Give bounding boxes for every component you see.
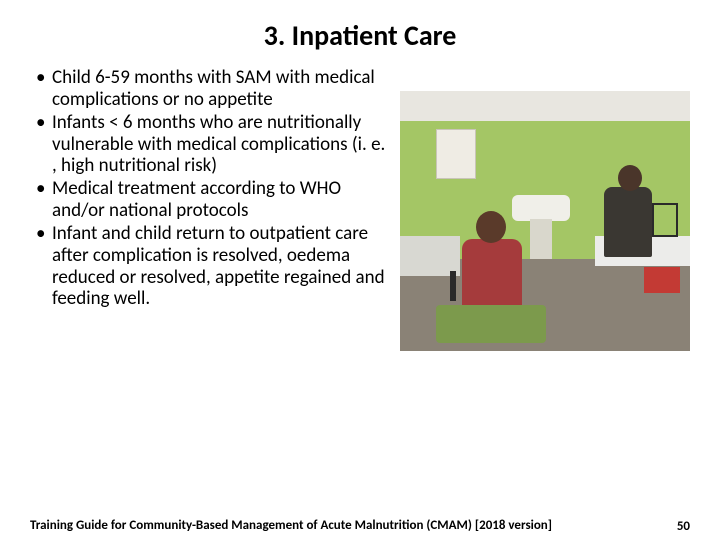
photo-person-seated-head (618, 165, 642, 191)
photo-mat (436, 305, 546, 343)
content-row: Child 6-59 months with SAM with medical … (30, 67, 690, 351)
photo-person-floor-head (476, 211, 506, 243)
bullet-item: Infant and child return to outpatient ca… (36, 223, 392, 310)
bullet-item: Medical treatment according to WHO and/o… (36, 178, 392, 222)
footer: Training Guide for Community-Based Manag… (30, 518, 690, 534)
footer-text: Training Guide for Community-Based Manag… (30, 518, 552, 534)
photo-red-box (644, 267, 680, 293)
photo-poster (436, 129, 476, 179)
photo-sink-stand (530, 219, 552, 259)
bullet-item: Infants < 6 months who are nutritionally… (36, 112, 392, 178)
bullet-item: Child 6-59 months with SAM with medical … (36, 67, 392, 111)
slide-title: 3. Inpatient Care (30, 18, 690, 53)
photo-sink (512, 195, 570, 221)
photo-bed-left (400, 236, 460, 276)
photo-bed-leg (450, 271, 456, 301)
page-number: 50 (677, 519, 690, 534)
photo-bed-rail (652, 203, 678, 237)
slide: 3. Inpatient Care Child 6-59 months with… (0, 0, 720, 540)
photo-ceiling (400, 91, 690, 121)
bullet-list: Child 6-59 months with SAM with medical … (30, 67, 392, 311)
ward-photo (400, 91, 690, 351)
photo-person-seated (604, 187, 652, 257)
